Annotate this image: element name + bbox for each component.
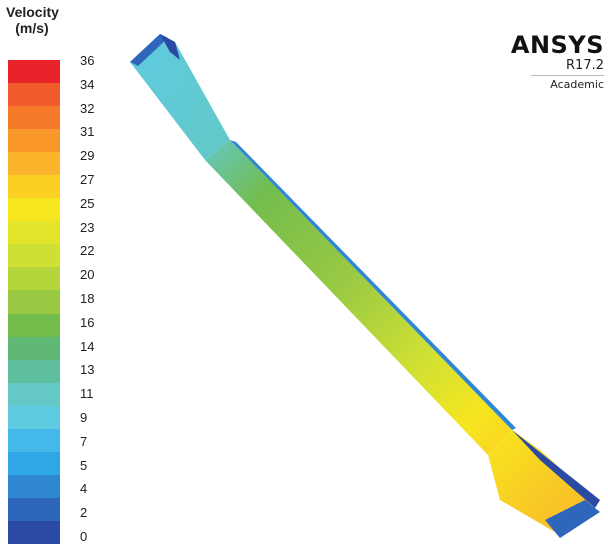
colorbar-tick-label: 22 [80, 243, 95, 259]
colorbar-swatch [8, 175, 60, 199]
colorbar-swatch [8, 359, 60, 384]
colorbar-tick-label: 4 [80, 481, 88, 497]
brand-divider [530, 75, 604, 76]
brand-version: R17.2 [566, 58, 604, 73]
velocity-colorbar [8, 60, 60, 545]
chute-right-edge [230, 140, 516, 430]
colorbar-swatch [8, 198, 60, 222]
colorbar-swatch [8, 221, 60, 245]
colorbar-tick-label: 14 [80, 338, 95, 354]
colorbar-tick-label: 25 [80, 195, 95, 211]
colorbar-tick-label: 5 [80, 457, 88, 473]
colorbar-tick-label: 16 [80, 314, 95, 330]
ansys-logo: ANSYS R17.2 Academic [511, 32, 604, 91]
inlet-section [130, 34, 230, 160]
colorbar-swatch [8, 405, 60, 430]
colorbar-tick-label: 27 [80, 172, 95, 187]
inlet-edge-right [160, 34, 180, 60]
chute-body [205, 140, 512, 455]
colorbar-tick-label: 2 [80, 505, 88, 521]
legend-title-quantity: Velocity [6, 4, 59, 20]
colorbar-swatch [8, 60, 60, 84]
outlet-floor [545, 500, 600, 538]
colorbar-tick-label: 36 [80, 53, 95, 68]
colorbar-tick-label: 34 [80, 76, 95, 92]
colorbar-tick-label: 18 [80, 291, 95, 306]
colorbar-tick-label: 29 [80, 148, 95, 164]
brand-edition: Academic [550, 78, 604, 91]
colorbar-tick-label: 32 [80, 100, 95, 116]
outlet-wall [512, 430, 600, 508]
colorbar-tick-label: 31 [80, 124, 95, 140]
colorbar-swatch [8, 106, 60, 130]
brand-name: ANSYS [510, 31, 604, 59]
colorbar-tick-label: 7 [80, 433, 88, 449]
colorbar-tick-label: 11 [80, 386, 94, 402]
colorbar-swatch [8, 267, 60, 291]
colorbar-swatch [8, 83, 60, 107]
colorbar-tick-label: 13 [80, 362, 95, 378]
colorbar-swatch [8, 290, 60, 315]
colorbar-tick-label: 23 [80, 219, 95, 235]
colorbar-swatch [8, 382, 60, 407]
legend-title-unit: (m/s) [15, 20, 49, 36]
legend-title: Velocity (m/s) [6, 4, 59, 36]
colorbar-swatch [8, 520, 60, 545]
colorbar-swatch [8, 313, 60, 338]
colorbar-swatch [8, 244, 60, 268]
colorbar-tick-label: 0 [80, 529, 88, 544]
colorbar-swatch [8, 474, 60, 499]
colorbar-swatch [8, 152, 60, 176]
colorbar-swatch [8, 428, 60, 453]
colorbar-swatch [8, 129, 60, 153]
colorbar-swatch [8, 451, 60, 476]
colorbar-swatch [8, 336, 60, 361]
colorbar-tick-label: 9 [80, 410, 88, 425]
colorbar-swatch [8, 497, 60, 522]
inlet-wall [130, 34, 168, 66]
colorbar-tick-label: 20 [80, 267, 95, 283]
